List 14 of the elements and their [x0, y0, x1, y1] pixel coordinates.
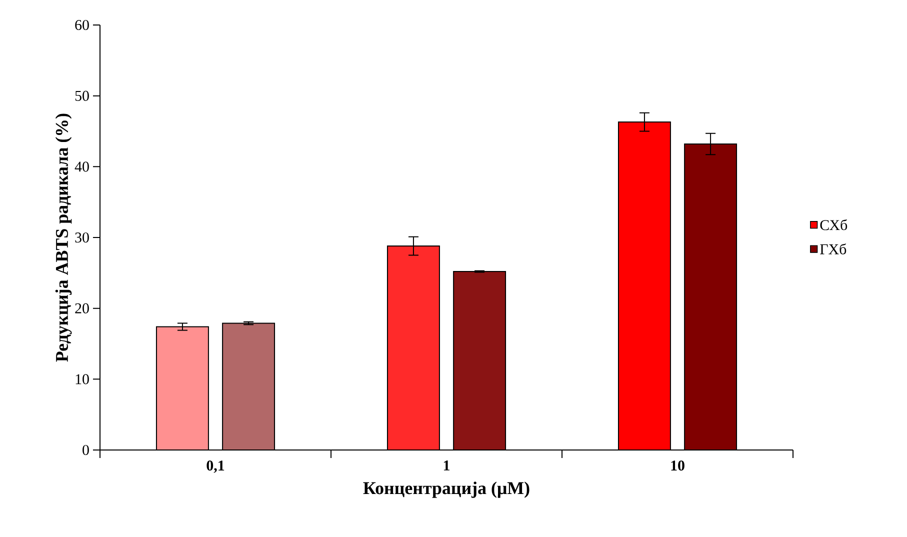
x-axis-title: Концентрација (μM) [363, 482, 530, 498]
y-tick-label: 20 [75, 303, 89, 314]
y-tick-label: 40 [74, 162, 89, 172]
y-tick-label: 50 [75, 90, 89, 101]
y-tick-label: 30 [75, 232, 89, 243]
legend-label: СХб [820, 219, 848, 230]
x-tick-label: 1 [444, 460, 450, 470]
legend-label: ГХб [820, 244, 846, 254]
x-tick-label: 10 [671, 460, 684, 471]
x-tick-label: 0,1 [206, 460, 224, 473]
y-tick-label: 10 [76, 374, 89, 384]
y-tick-label: 0 [82, 444, 89, 456]
y-tick-label: 60 [75, 20, 89, 30]
y-axis-title: Редукција ABTS радикала (%) [55, 114, 72, 362]
